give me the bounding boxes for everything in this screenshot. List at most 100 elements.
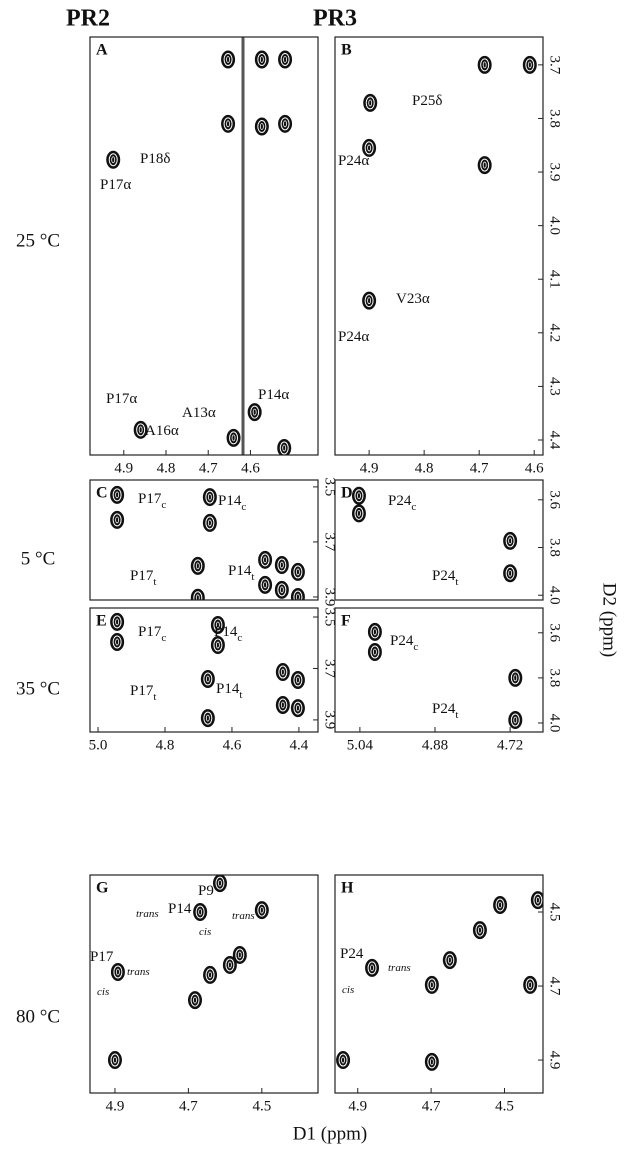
annotation-text: P14 [214, 624, 238, 640]
contour [447, 956, 452, 964]
contour [113, 1056, 117, 1064]
contour [257, 53, 267, 67]
peak [363, 93, 378, 112]
y-tick-label: 4.2 [547, 323, 563, 342]
row-label: 5 °C [21, 548, 56, 569]
x-tick-label: 4.7 [470, 460, 489, 476]
peak [210, 615, 225, 634]
plot-area [351, 486, 518, 583]
contour [133, 420, 148, 439]
peak [522, 55, 537, 74]
annotation-subscript: t [239, 689, 242, 701]
peak [202, 488, 217, 507]
annotation-text: P17 [90, 949, 114, 965]
contour [513, 674, 518, 682]
contour [193, 903, 208, 922]
annotation-text: trans [388, 962, 411, 974]
peak [110, 510, 125, 529]
contour [110, 510, 125, 529]
contour [368, 99, 373, 107]
x-tick-label: 4.8 [415, 460, 434, 476]
contour [237, 951, 242, 959]
contour [110, 632, 125, 651]
peak [274, 556, 289, 575]
x-tick-label: 4.9 [114, 460, 133, 476]
contour [207, 493, 212, 501]
annotation: P17t [130, 568, 156, 587]
peak [202, 513, 217, 532]
contour [259, 56, 264, 63]
annotation: P14t [228, 563, 254, 582]
contour [193, 591, 203, 600]
peak [258, 575, 273, 594]
peak [424, 1052, 439, 1071]
annotation-subscript: t [251, 571, 254, 583]
peak [190, 556, 205, 575]
contour [227, 961, 232, 969]
annotation-text: P14 [216, 681, 240, 697]
contour [113, 965, 123, 979]
annotation: trans [232, 910, 255, 922]
peak [278, 114, 293, 133]
contour [108, 153, 118, 167]
panel-frame [89, 36, 319, 456]
peak [424, 975, 439, 994]
annotation-subscript: t [455, 576, 458, 588]
panel-frame [89, 874, 319, 1094]
contour [111, 156, 116, 164]
peak [107, 1051, 122, 1070]
contour [205, 714, 210, 722]
peak [336, 1051, 351, 1070]
contour [213, 638, 223, 652]
annotation-text: P17α [106, 391, 137, 407]
peak [193, 903, 208, 922]
contour [338, 1053, 348, 1067]
x-axis-label: D1 (ppm) [293, 1123, 367, 1144]
y-tick-label: 4.4 [547, 431, 563, 450]
peak [367, 642, 382, 661]
peak [110, 612, 125, 631]
peak [254, 901, 269, 920]
peak [258, 550, 273, 569]
annotation: P14c [218, 493, 246, 512]
peak [477, 55, 492, 74]
contour [254, 901, 269, 920]
peak [351, 486, 366, 505]
contour [259, 123, 264, 130]
peak [367, 622, 382, 641]
x-tick-label: 4.72 [497, 737, 523, 753]
peak [275, 695, 290, 714]
peak [221, 114, 236, 133]
contour [478, 926, 482, 934]
contour [427, 978, 437, 992]
peak [110, 485, 125, 504]
panel-letter: F [341, 613, 351, 630]
contour [115, 516, 120, 524]
annotation-subscript: c [411, 501, 416, 513]
contour [263, 556, 268, 564]
contour [351, 486, 366, 505]
annotation-text: P17α [100, 177, 131, 193]
annotation: cis [342, 984, 354, 996]
contour [193, 996, 197, 1004]
contour [495, 898, 505, 912]
peak [477, 156, 492, 175]
annotation-text: P24 [432, 568, 456, 584]
annotation-text: P24 [388, 493, 412, 509]
panel-letter: B [341, 42, 352, 59]
peak [200, 670, 215, 689]
contour [190, 993, 200, 1007]
panel-frame [334, 36, 544, 456]
contour [293, 565, 303, 579]
contour [229, 431, 239, 445]
annotation: P17t [130, 683, 156, 702]
x-tick-label: 4.9 [360, 460, 379, 476]
x-tick-label: 4.5 [252, 1098, 271, 1114]
annotation-subscript: c [161, 632, 166, 644]
contour [293, 701, 303, 715]
annotation: P14c [214, 624, 242, 643]
contour [280, 668, 285, 676]
peak [442, 951, 457, 970]
contour [523, 975, 538, 994]
